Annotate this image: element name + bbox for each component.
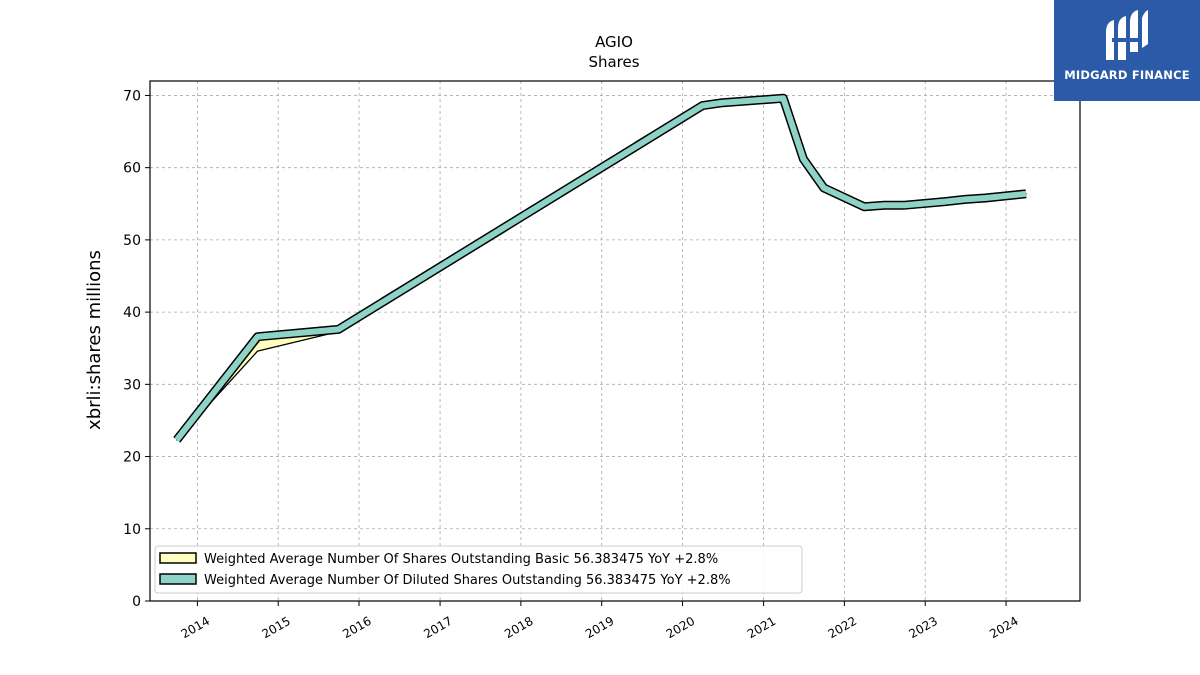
x-tick-label: 2021: [745, 614, 778, 641]
x-tick-label: 2020: [664, 614, 697, 641]
series-diluted-line: [174, 95, 1027, 442]
y-tick-label: 50: [123, 233, 141, 249]
y-tick-label: 0: [132, 594, 141, 610]
plot-frame: [149, 80, 1081, 602]
legend-box: [154, 545, 803, 594]
x-tick-label: 2014: [179, 614, 212, 641]
chart-title: AGIO: [595, 33, 633, 51]
y-tick-label: 20: [123, 450, 141, 466]
y-tick-label: 70: [123, 88, 141, 104]
grid-lines: [150, 81, 1080, 601]
x-tick-label: 2017: [421, 614, 454, 641]
legend-label: Weighted Average Number Of Shares Outsta…: [204, 552, 718, 567]
legend-label: Weighted Average Number Of Diluted Share…: [204, 573, 731, 588]
y-tick-label: 40: [123, 305, 141, 321]
y-tick-label: 10: [123, 522, 141, 538]
chart-legend: Weighted Average Number Of Shares Outsta…: [154, 545, 803, 594]
series-layer: [173, 93, 1027, 443]
y-tick-label: 30: [123, 377, 141, 393]
midgard-finance-logo: MIDGARD FINANCE: [1054, 0, 1200, 101]
x-tick-label: 2023: [906, 614, 939, 641]
midgard-logo-icon: [1106, 10, 1148, 60]
logo-text: MIDGARD FINANCE: [1064, 68, 1190, 82]
y-tick-label: 60: [123, 161, 141, 177]
y-axis-label: xbrli:shares millions: [84, 250, 105, 430]
x-tick-label: 2016: [340, 614, 373, 641]
x-tick-label: 2022: [826, 614, 859, 641]
legend-swatch: [159, 573, 197, 585]
x-tick-label: 2019: [583, 614, 616, 641]
legend-swatch: [159, 552, 197, 564]
chart-subtitle: Shares: [588, 53, 639, 71]
x-tick-label: 2024: [987, 614, 1020, 641]
x-tick-label: 2015: [259, 614, 292, 641]
x-tick-label: 2018: [502, 614, 535, 641]
